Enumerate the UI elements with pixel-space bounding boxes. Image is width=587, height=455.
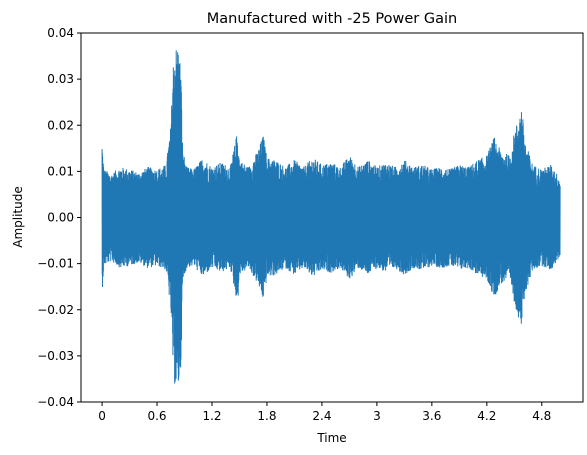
x-tick-label: 1.8 <box>257 409 276 423</box>
y-tick-label: 0.01 <box>47 164 74 178</box>
y-axis-label: Amplitude <box>11 186 25 248</box>
y-tick-label: 0.04 <box>47 26 74 40</box>
x-tick-label: 3.6 <box>422 409 441 423</box>
chart-title: Manufactured with -25 Power Gain <box>207 11 457 27</box>
x-tick-label: 3 <box>373 409 381 423</box>
y-tick-label: −0.01 <box>37 257 74 271</box>
waveform-series-line <box>101 50 561 384</box>
x-tick-label: 1.2 <box>202 409 221 423</box>
y-tick-label: 0.02 <box>47 118 74 132</box>
y-tick-label: −0.03 <box>37 349 74 363</box>
x-tick-label: 4.8 <box>532 409 551 423</box>
x-axis-label: Time <box>316 431 346 445</box>
y-tick-label: 0.03 <box>47 72 74 86</box>
y-tick-label: 0.00 <box>47 211 74 225</box>
x-tick-label: 2.4 <box>312 409 331 423</box>
x-tick-label: 0.6 <box>147 409 166 423</box>
y-tick-label: −0.04 <box>37 395 74 409</box>
y-tick-label: −0.02 <box>37 303 74 317</box>
x-tick-label: 0 <box>98 409 106 423</box>
x-tick-label: 4.2 <box>477 409 496 423</box>
